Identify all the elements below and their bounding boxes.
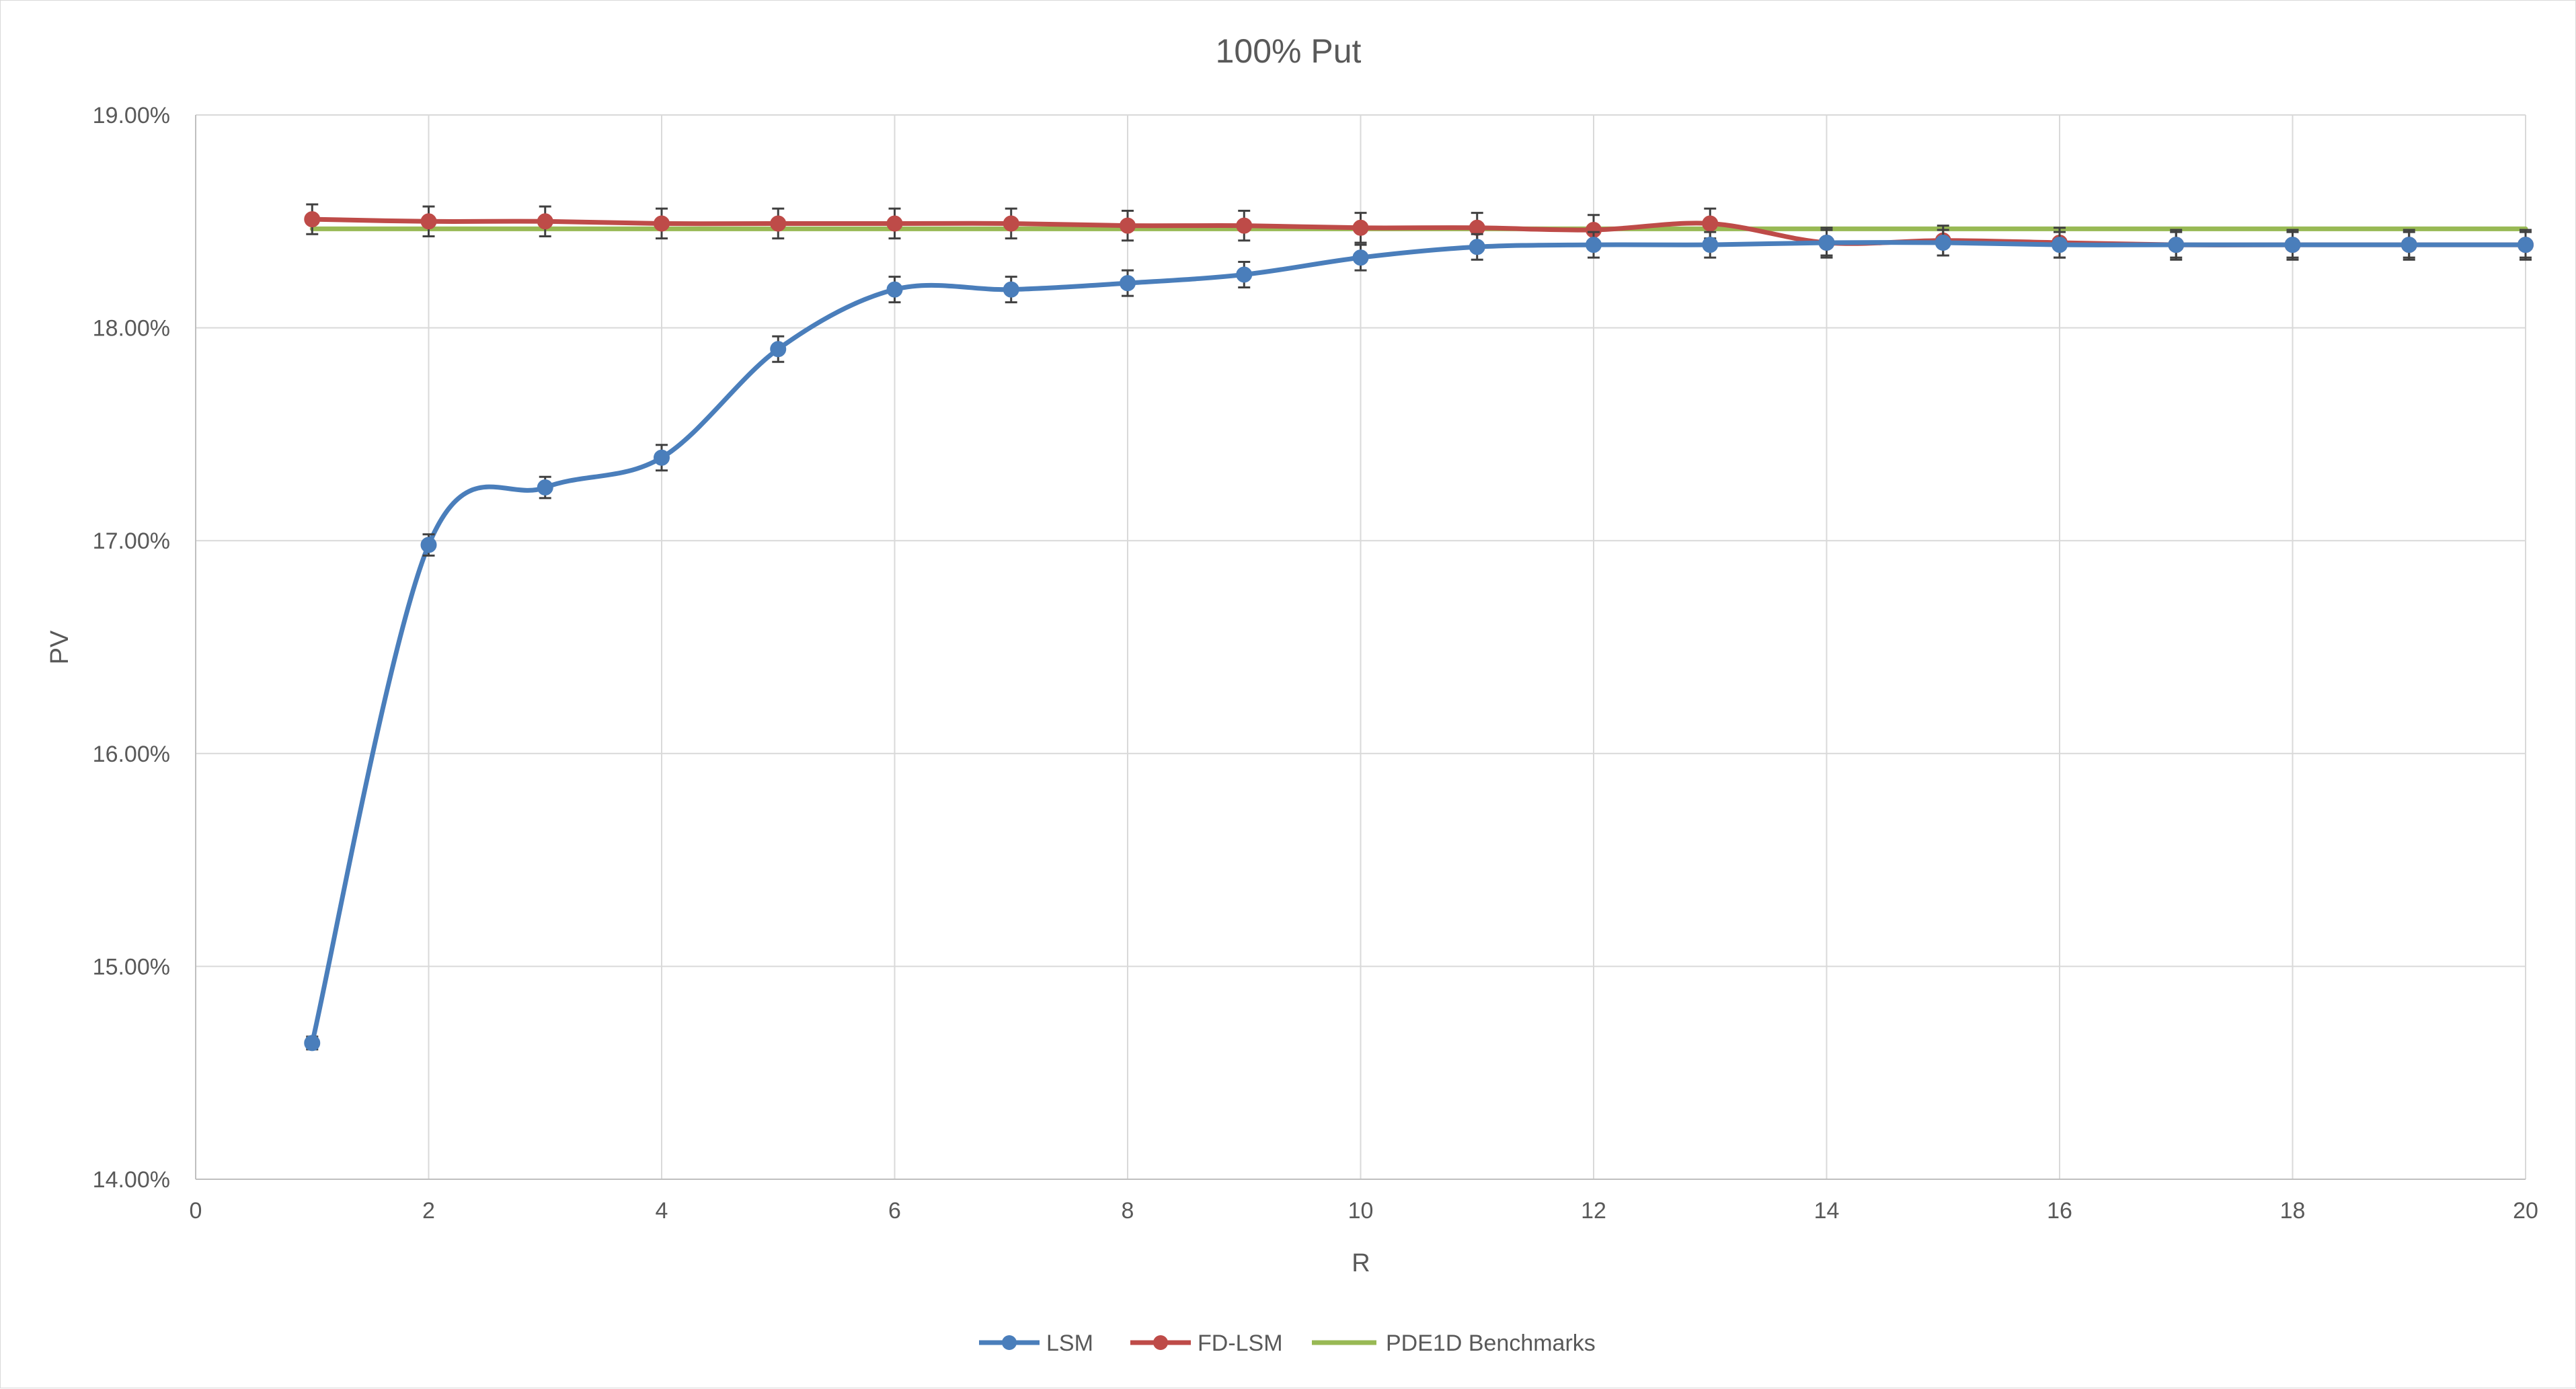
x-axis-title: R [1352,1249,1370,1277]
y-tick-label: 17.00% [93,528,170,554]
data-point-lsm [886,281,903,298]
legend: LSM FD-LSM PDE1D Benchmarks [979,1331,1596,1356]
data-point-fd-lsm [1702,215,1719,232]
data-point-fd-lsm [1352,219,1369,236]
data-point-fd-lsm [1003,215,1019,232]
x-tick-label: 2 [422,1198,435,1224]
data-point-lsm [1236,266,1253,283]
legend-label-fd-lsm: FD-LSM [1198,1331,1283,1356]
axes [195,115,2526,1180]
legend-label-pde1d-benchmarks: PDE1D Benchmarks [1386,1331,1596,1356]
data-point-lsm [2401,237,2417,253]
y-tick-label: 19.00% [93,103,170,128]
data-point-lsm [2518,237,2534,253]
data-point-fd-lsm [1236,217,1253,234]
data-point-lsm [1586,237,1602,253]
data-point-fd-lsm [654,215,670,232]
legend-label-lsm: LSM [1046,1331,1093,1356]
data-point-fd-lsm [537,213,553,230]
x-tick-label: 14 [1814,1198,1840,1224]
y-tick-label: 15.00% [93,954,170,980]
data-point-lsm [2284,237,2301,253]
data-point-lsm [537,479,553,496]
grid-lines [196,114,2526,1180]
series-line-lsm [309,240,2528,1045]
series-line-fd-lsm [309,216,2528,247]
data-point-lsm [420,537,437,553]
data-point-lsm [770,341,787,358]
x-tick-label: 20 [2513,1198,2538,1224]
y-tick-label: 16.00% [93,742,170,767]
tick-labels: 14.00% 15.00% 16.00% 17.00% 18.00% 19.00% 0 2 4 6… [93,103,2538,1224]
x-tick-label: 6 [888,1198,901,1224]
data-point-lsm [1935,234,1951,251]
data-point-fd-lsm [420,213,437,230]
data-point-lsm [1469,239,1485,255]
x-tick-label: 4 [656,1198,668,1224]
data-point-lsm [1818,234,1835,251]
data-point-fd-lsm [886,215,903,232]
data-point-lsm [654,449,670,466]
x-tick-label: 8 [1122,1198,1134,1224]
series-lines [304,203,2534,1051]
data-point-lsm [1702,237,1719,253]
x-tick-label: 16 [2047,1198,2072,1224]
y-tick-label: 18.00% [93,316,170,342]
x-tick-label: 0 [190,1198,202,1224]
data-point-lsm [304,1035,321,1051]
data-point-fd-lsm [1469,219,1485,236]
data-point-lsm [2052,237,2068,253]
x-tick-label: 18 [2280,1198,2306,1224]
data-point-lsm [1003,281,1019,298]
legend-marker-fd-lsm [1153,1335,1168,1350]
data-point-fd-lsm [1120,217,1136,234]
data-point-lsm [2168,237,2185,253]
x-tick-label: 12 [1581,1198,1606,1224]
data-point-lsm [1120,275,1136,292]
chart-title: 100% Put [1216,32,1362,70]
data-point-lsm [1352,249,1369,266]
y-tick-label: 14.00% [93,1167,170,1193]
x-tick-label: 10 [1348,1198,1374,1224]
data-point-fd-lsm [770,215,787,232]
data-point-fd-lsm [304,211,321,228]
y-axis-title: PV [46,630,74,664]
legend-marker-lsm [1002,1335,1017,1350]
